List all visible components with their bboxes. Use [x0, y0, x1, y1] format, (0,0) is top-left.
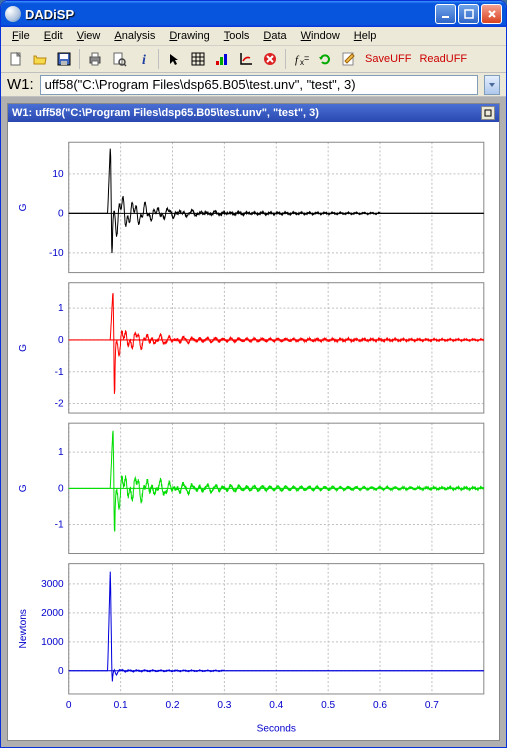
svg-text:0.7: 0.7	[425, 701, 439, 712]
formula-bar: W1:	[1, 73, 506, 98]
svg-text:0.5: 0.5	[321, 701, 335, 712]
menu-file[interactable]: File	[5, 28, 37, 44]
workspace: W1: uff58("C:\Program Files\dsp65.B05\te…	[1, 97, 506, 747]
svg-text:0.3: 0.3	[217, 701, 231, 712]
refresh-button[interactable]	[314, 48, 336, 70]
menu-analysis[interactable]: Analysis	[107, 28, 162, 44]
svg-text:0: 0	[58, 484, 64, 495]
svg-text:0: 0	[58, 335, 64, 346]
plot-window: W1: uff58("C:\Program Files\dsp65.B05\te…	[7, 103, 500, 741]
svg-text:G: G	[18, 204, 29, 212]
menubar: File Edit View Analysis Drawing Tools Da…	[1, 27, 506, 46]
menu-help[interactable]: Help	[347, 28, 384, 44]
svg-text:0.4: 0.4	[269, 701, 283, 712]
svg-text:0: 0	[58, 666, 64, 677]
toolbar: i fx= SaveUFF ReadUFF	[1, 46, 506, 72]
cursor-button[interactable]	[163, 48, 185, 70]
minimize-button[interactable]	[435, 4, 456, 24]
menu-data[interactable]: Data	[256, 28, 293, 44]
read-uff-button[interactable]: ReadUFF	[416, 53, 470, 65]
menu-edit[interactable]: Edit	[37, 28, 70, 44]
svg-text:1: 1	[58, 448, 64, 459]
svg-text:-1: -1	[55, 520, 64, 531]
fx-button[interactable]: fx=	[290, 48, 312, 70]
svg-text:1: 1	[58, 304, 64, 315]
save-button[interactable]	[53, 48, 75, 70]
plot-maximize-button[interactable]	[481, 106, 495, 120]
info-button[interactable]: i	[132, 48, 154, 70]
plot-svg: -10010G-2-101G-101G0100020003000Newtons0…	[8, 122, 499, 740]
formula-dropdown-button[interactable]	[484, 75, 500, 95]
svg-text:i: i	[142, 53, 146, 67]
svg-text:=: =	[304, 53, 309, 63]
menu-view[interactable]: View	[70, 28, 108, 44]
menu-tools[interactable]: Tools	[217, 28, 257, 44]
print-button[interactable]	[84, 48, 106, 70]
svg-text:0.1: 0.1	[114, 701, 128, 712]
formula-input[interactable]	[40, 75, 478, 95]
svg-text:-10: -10	[49, 248, 64, 259]
maximize-button[interactable]	[458, 4, 479, 24]
open-button[interactable]	[29, 48, 51, 70]
svg-text:Newtons: Newtons	[18, 610, 29, 649]
edit-button[interactable]	[338, 48, 360, 70]
menu-window[interactable]: Window	[294, 28, 347, 44]
new-button[interactable]	[5, 48, 27, 70]
chart-button[interactable]	[211, 48, 233, 70]
svg-text:2000: 2000	[41, 608, 64, 619]
toolbar-separator	[285, 49, 286, 69]
print-preview-button[interactable]	[108, 48, 130, 70]
window-label: W1:	[7, 76, 34, 93]
app-icon	[5, 6, 21, 22]
plot-titlebar: W1: uff58("C:\Program Files\dsp65.B05\te…	[8, 104, 499, 122]
plot-area[interactable]: -10010G-2-101G-101G0100020003000Newtons0…	[8, 122, 499, 740]
axes-button[interactable]	[235, 48, 257, 70]
svg-text:G: G	[18, 485, 29, 493]
plot-title: W1: uff58("C:\Program Files\dsp65.B05\te…	[12, 107, 481, 119]
toolbar-separator	[158, 49, 159, 69]
svg-text:-2: -2	[55, 399, 64, 410]
svg-text:3000: 3000	[41, 579, 64, 590]
svg-text:-1: -1	[55, 367, 64, 378]
menu-drawing[interactable]: Drawing	[162, 28, 216, 44]
grid-button[interactable]	[187, 48, 209, 70]
svg-text:0: 0	[66, 701, 72, 712]
titlebar: DADiSP	[1, 1, 506, 27]
svg-text:0.6: 0.6	[373, 701, 387, 712]
app-window: DADiSP File Edit View Analysis Drawing T…	[0, 0, 507, 748]
stop-button[interactable]	[259, 48, 281, 70]
svg-text:0.2: 0.2	[165, 701, 179, 712]
save-uff-button[interactable]: SaveUFF	[362, 53, 414, 65]
close-button[interactable]	[481, 4, 502, 24]
svg-text:1000: 1000	[41, 637, 64, 648]
svg-text:G: G	[18, 344, 29, 352]
toolbar-separator	[79, 49, 80, 69]
app-title: DADiSP	[25, 7, 435, 22]
svg-text:10: 10	[52, 169, 64, 180]
svg-text:0: 0	[58, 209, 64, 220]
svg-text:Seconds: Seconds	[257, 724, 296, 735]
